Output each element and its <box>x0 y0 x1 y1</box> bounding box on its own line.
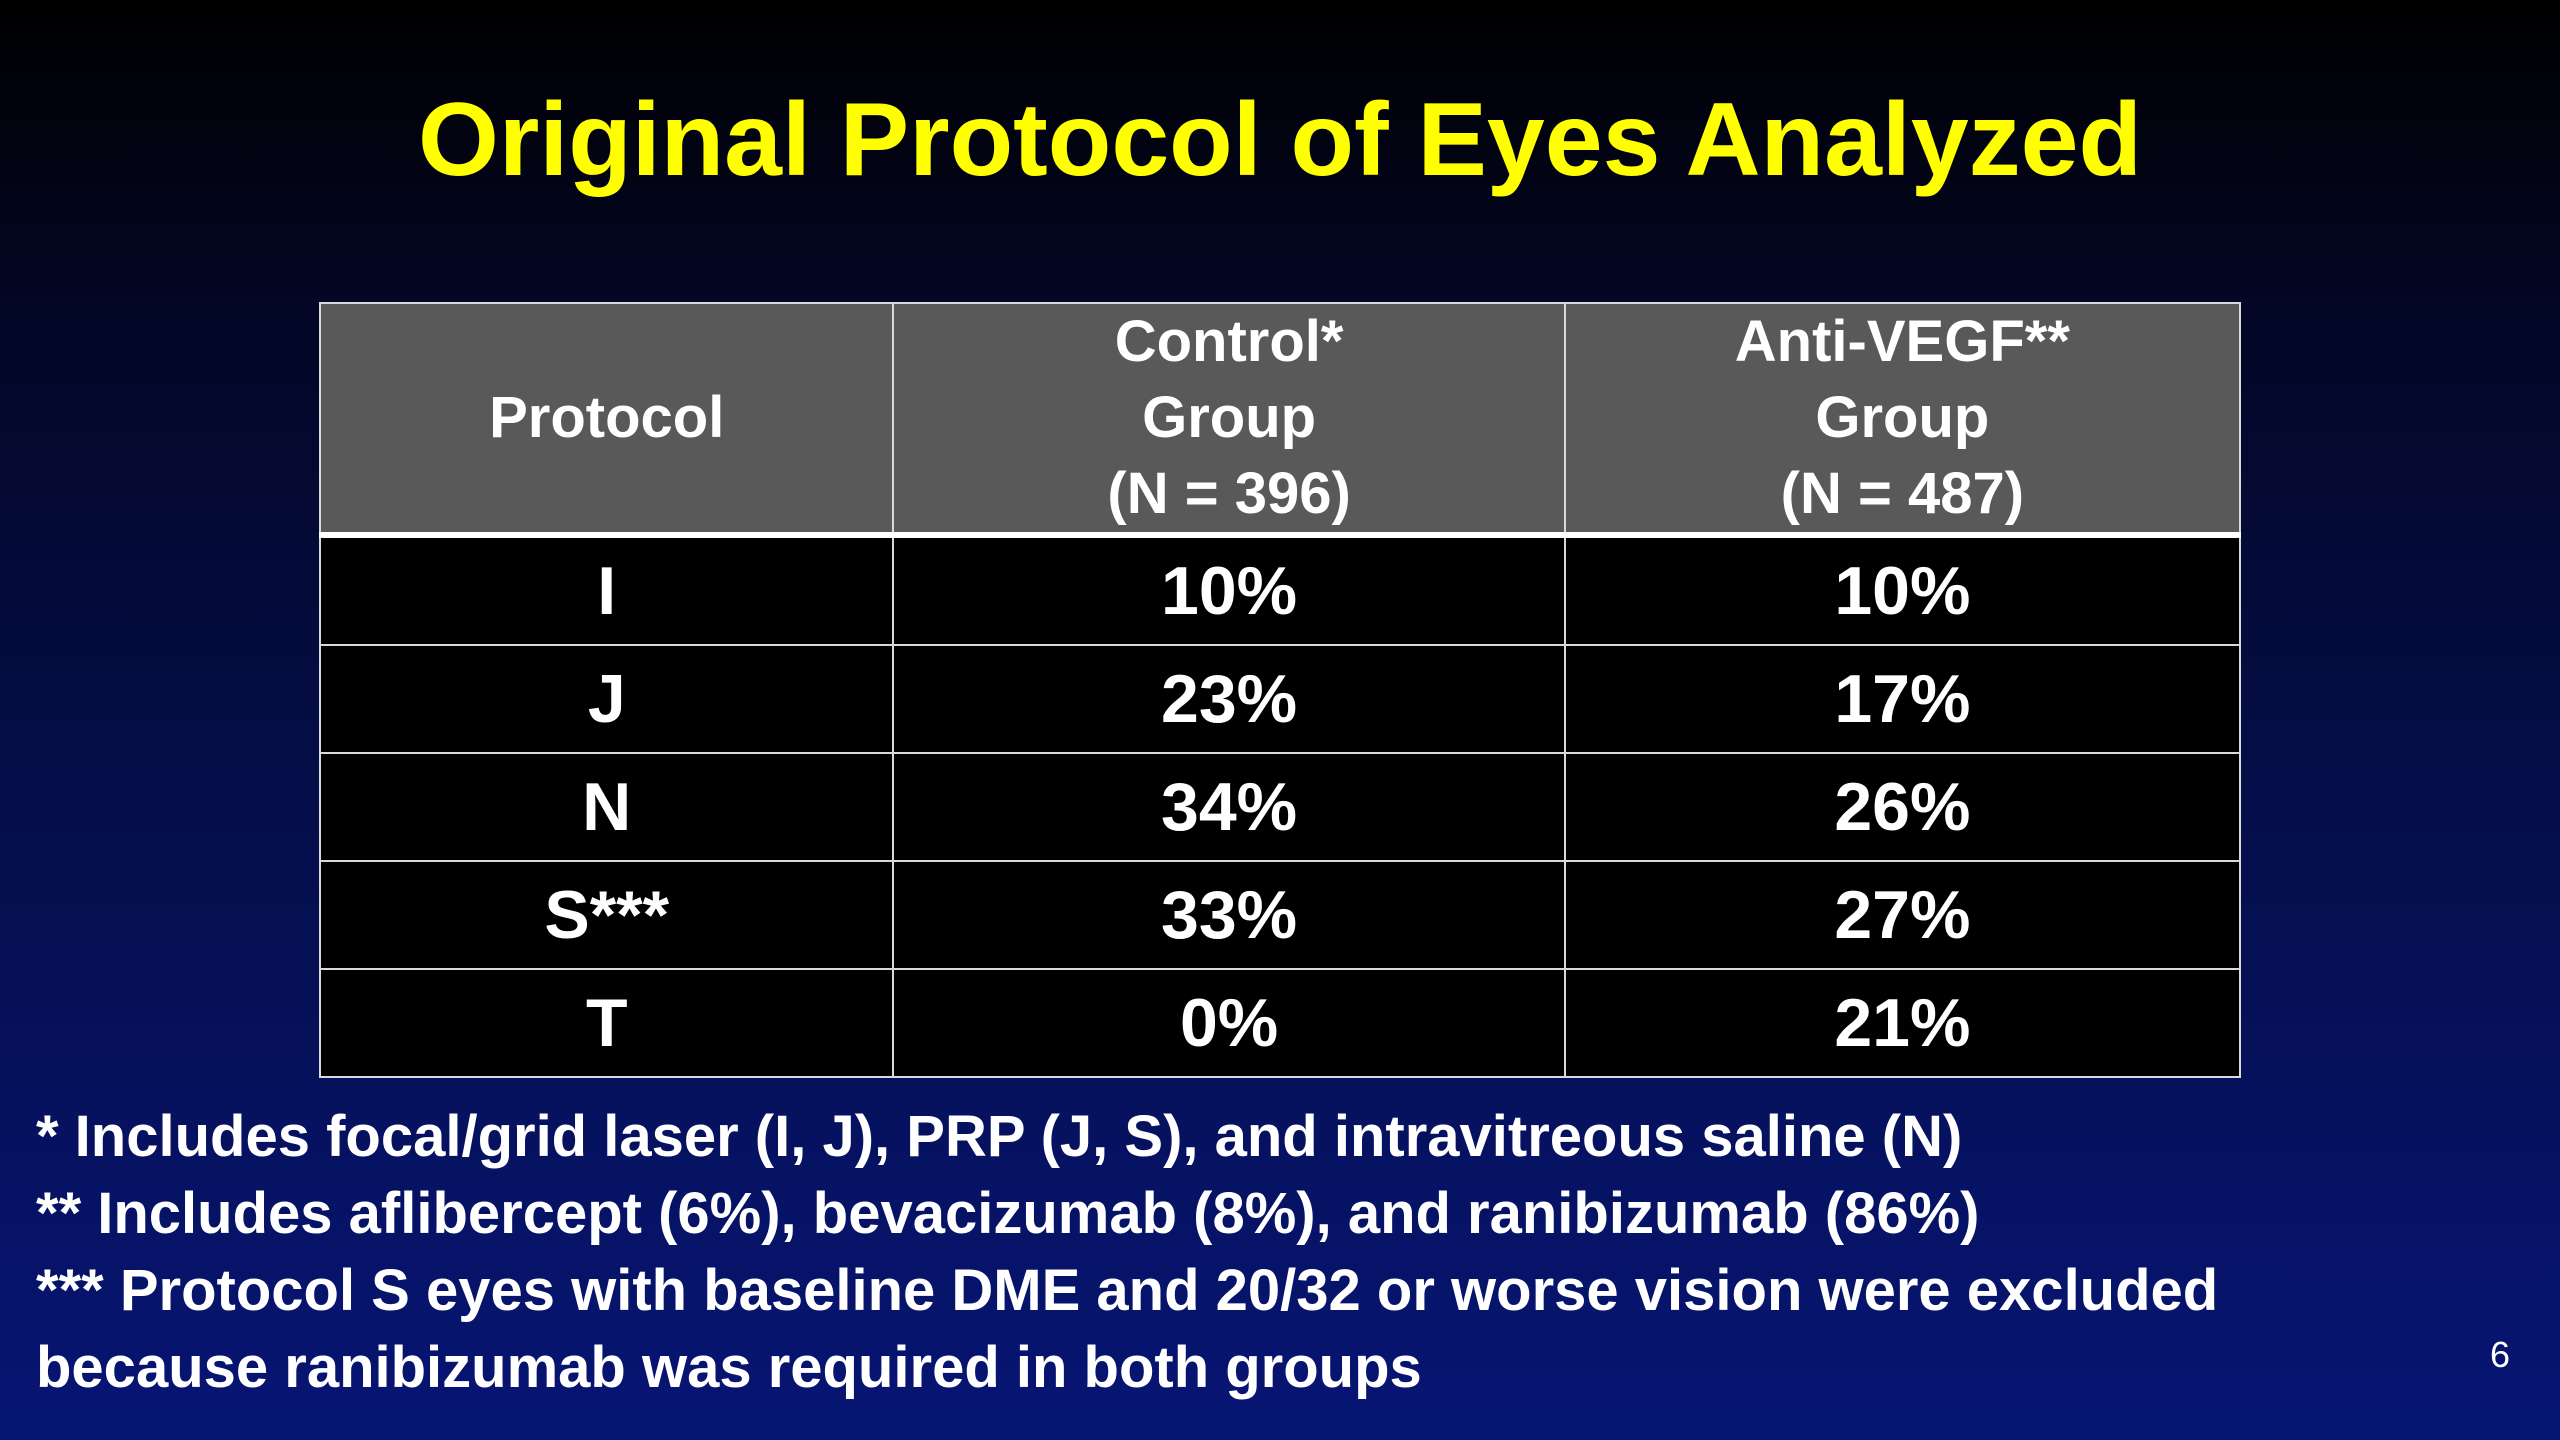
protocol-cell: J <box>318 644 895 754</box>
anti-vegf-value-cell: 21% <box>1563 968 2242 1078</box>
anti-vegf-value-cell: 27% <box>1563 860 2242 970</box>
header-protocol: Protocol <box>318 302 895 536</box>
table-row: J 23% 17% <box>318 644 2242 754</box>
footnote-control: * Includes focal/grid laser (I, J), PRP … <box>36 1104 1963 1169</box>
control-value-cell: 10% <box>892 534 1566 646</box>
table-row: T 0% 21% <box>318 968 2242 1078</box>
header-line: Anti-VEGF** <box>1734 309 2070 374</box>
header-line: Group <box>1815 385 1990 450</box>
footnotes: * Includes focal/grid laser (I, J), PRP … <box>36 1098 2476 1406</box>
anti-vegf-value-cell: 10% <box>1563 534 2242 646</box>
page-number: 6 <box>2489 1334 2510 1375</box>
control-value-cell: 23% <box>892 644 1566 754</box>
header-control-group: Control* Group (N = 396) <box>892 302 1566 536</box>
header-anti-vegf-group: Anti-VEGF** Group (N = 487) <box>1563 302 2242 536</box>
table-header-row: Protocol Control* Group (N = 396) Anti-V… <box>318 302 2242 536</box>
table-row: S*** 33% 27% <box>318 860 2242 970</box>
footnote-protocol-s: *** Protocol S eyes with baseline DME an… <box>36 1258 2219 1323</box>
footnote-protocol-s-continued: because ranibizumab was required in both… <box>36 1335 1422 1400</box>
protocol-cell: T <box>318 968 895 1078</box>
header-line: Group <box>1142 385 1317 450</box>
protocol-cell: N <box>318 752 895 862</box>
protocol-cell: S*** <box>318 860 895 970</box>
header-line: Protocol <box>489 385 725 450</box>
slide-title: Original Protocol of Eyes Analyzed <box>417 82 2143 198</box>
anti-vegf-value-cell: 17% <box>1563 644 2242 754</box>
table-row: I 10% 10% <box>318 534 2242 646</box>
table-row: N 34% 26% <box>318 752 2242 862</box>
control-value-cell: 33% <box>892 860 1566 970</box>
protocol-cell: I <box>318 534 895 646</box>
header-line: (N = 396) <box>1107 461 1351 526</box>
control-value-cell: 0% <box>892 968 1566 1078</box>
protocol-table: Protocol Control* Group (N = 396) Anti-V… <box>318 302 2242 1078</box>
header-line: (N = 487) <box>1780 461 2025 526</box>
footnote-anti-vegf: ** Includes aflibercept (6%), bevacizuma… <box>36 1181 1980 1246</box>
anti-vegf-value-cell: 26% <box>1563 752 2242 862</box>
header-line: Control* <box>1114 309 1344 374</box>
control-value-cell: 34% <box>892 752 1566 862</box>
